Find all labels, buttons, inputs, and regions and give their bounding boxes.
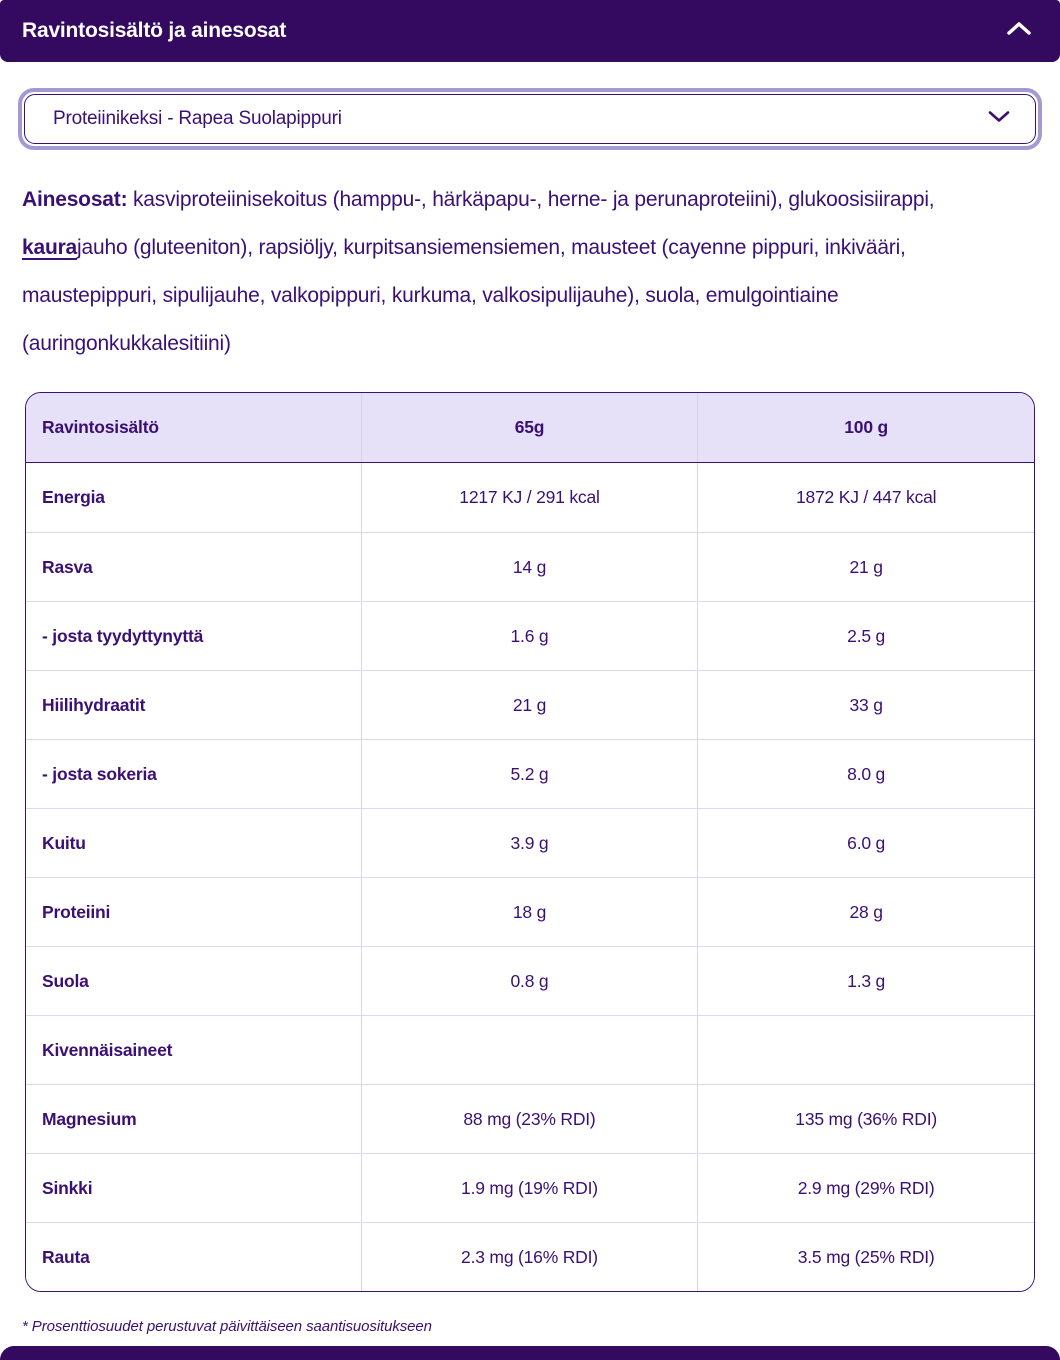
table-row: Magnesium 88 mg (23% RDI) 135 mg (36% RD… [26, 1084, 1034, 1153]
row-value-per100g: 1.3 g [697, 947, 1034, 1015]
ingredients-text-after: jauho (gluteeniton), rapsiöljy, kurpitsa… [22, 236, 906, 355]
row-value-per65g: 5.2 g [360, 740, 698, 808]
next-accordion-section-bar[interactable] [0, 1346, 1060, 1360]
row-label: Rasva [42, 556, 93, 577]
row-value-per100g: 2.9 mg (29% RDI) [697, 1154, 1034, 1222]
row-value-per100g: 3.5 mg (25% RDI) [697, 1223, 1034, 1291]
row-value-per65g: 1.6 g [360, 602, 698, 670]
ingredients-paragraph: Ainesosat: kasviproteiinisekoitus (hampp… [22, 176, 1038, 368]
row-value-per65g: 14 g [360, 533, 698, 601]
table-row: Proteiini 18 g 28 g [26, 877, 1034, 946]
ingredients-text-before: kasviproteiinisekoitus (hamppu-, härkäpa… [127, 188, 935, 211]
row-label: Kuitu [42, 832, 86, 853]
table-row: Rauta 2.3 mg (16% RDI) 3.5 mg (25% RDI) [26, 1222, 1034, 1291]
variant-select-value: Proteiinikeksi - Rapea Suolapippuri [53, 108, 342, 129]
ingredients-label: Ainesosat: [22, 188, 128, 211]
row-label: Rauta [42, 1246, 90, 1267]
row-value-per65g: 1217 KJ / 291 kcal [360, 463, 698, 532]
row-value-per100g: 8.0 g [697, 740, 1034, 808]
row-label: Suola [42, 970, 89, 991]
row-value-per100g: 6.0 g [697, 809, 1034, 877]
row-label: Proteiini [42, 901, 111, 922]
rdi-footnote: * Prosenttiosuudet perustuvat päivittäis… [22, 1318, 432, 1335]
nutrition-table-header-row: Ravintosisältö 65g 100 g [26, 393, 1034, 463]
table-row: Rasva 14 g 21 g [26, 532, 1034, 601]
row-value-per100g: 1872 KJ / 447 kcal [697, 463, 1034, 532]
row-label: Energia [42, 487, 105, 507]
row-value-per65g: 1.9 mg (19% RDI) [360, 1154, 698, 1222]
row-label: - josta sokeria [42, 763, 157, 784]
row-value-per65g: 21 g [360, 671, 698, 739]
row-label: Kivennäisaineet [42, 1039, 173, 1060]
variant-select-wrapper: Proteiinikeksi - Rapea Suolapippuri [18, 88, 1042, 150]
row-label: Magnesium [42, 1108, 137, 1129]
table-row: Kivennäisaineet [26, 1015, 1034, 1084]
row-value-per65g: 2.3 mg (16% RDI) [360, 1223, 698, 1291]
row-label: - josta tyydyttynyttä [42, 625, 204, 646]
row-label: Sinkki [42, 1177, 93, 1198]
column-header-per65g: 65g [360, 393, 698, 462]
table-row: Suola 0.8 g 1.3 g [26, 946, 1034, 1015]
row-value-per100g: 33 g [697, 671, 1034, 739]
table-row: - josta sokeria 5.2 g 8.0 g [26, 739, 1034, 808]
table-row: - josta tyydyttynyttä 1.6 g 2.5 g [26, 601, 1034, 670]
chevron-up-icon[interactable] [1004, 19, 1034, 44]
row-value-per65g: 88 mg (23% RDI) [360, 1085, 698, 1153]
chevron-down-icon [985, 108, 1013, 131]
column-header-nutrient: Ravintosisältö [42, 417, 159, 437]
row-label: Hiilihydraatit [42, 694, 146, 715]
table-row: Hiilihydraatit 21 g 33 g [26, 670, 1034, 739]
column-header-per100g: 100 g [697, 393, 1034, 462]
table-row: Sinkki 1.9 mg (19% RDI) 2.9 mg (29% RDI) [26, 1153, 1034, 1222]
row-value-per100g: 2.5 g [697, 602, 1034, 670]
row-value-per100g: 28 g [697, 878, 1034, 946]
row-value-per65g [360, 1016, 698, 1084]
accordion-header[interactable]: Ravintosisältö ja ainesosat [0, 0, 1060, 62]
nutrition-table-body: Energia 1217 KJ / 291 kcal 1872 KJ / 447… [26, 463, 1034, 1291]
row-value-per65g: 0.8 g [360, 947, 698, 1015]
ingredients-allergen: kaura [22, 236, 78, 259]
variant-select[interactable]: Proteiinikeksi - Rapea Suolapippuri [24, 94, 1036, 144]
accordion-title: Ravintosisältö ja ainesosat [22, 19, 287, 42]
row-value-per100g: 135 mg (36% RDI) [697, 1085, 1034, 1153]
table-row: Energia 1217 KJ / 291 kcal 1872 KJ / 447… [26, 463, 1034, 532]
row-value-per100g [697, 1016, 1034, 1084]
row-value-per65g: 18 g [360, 878, 698, 946]
nutrition-table: Ravintosisältö 65g 100 g Energia 1217 KJ… [25, 392, 1035, 1292]
row-value-per65g: 3.9 g [360, 809, 698, 877]
row-value-per100g: 21 g [697, 533, 1034, 601]
table-row: Kuitu 3.9 g 6.0 g [26, 808, 1034, 877]
